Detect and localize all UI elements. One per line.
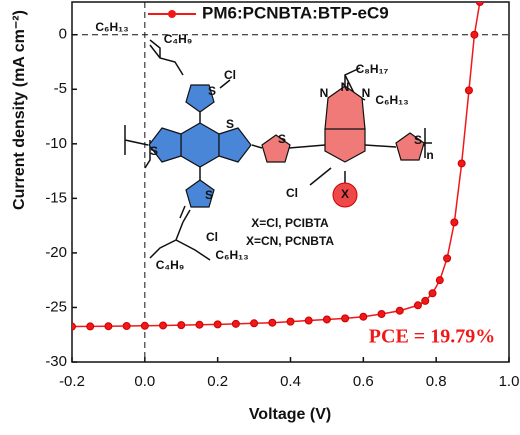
marker	[304, 316, 313, 325]
y-tick-label: -20	[45, 244, 67, 261]
x-tick-label: 1.0	[499, 373, 520, 390]
y-tick-label: -15	[45, 189, 67, 206]
molecule-label: N	[320, 86, 329, 100]
x-tick-label: 0.4	[280, 373, 301, 390]
y-tick-label: -30	[45, 353, 67, 370]
molecule-label: C₆H₁₃	[95, 20, 128, 34]
legend-label: PM6:PCNBTA:BTP-eC9	[202, 3, 389, 22]
molecule-label: C₄H₉	[156, 258, 184, 272]
marker	[268, 318, 277, 327]
x-tick-label: -0.2	[59, 373, 85, 390]
molecule-label: C₈H₁₇	[356, 62, 389, 76]
molecule-label: S	[414, 133, 422, 147]
molecule-inset	[124, 39, 432, 261]
marker	[443, 254, 452, 263]
y-tick-label: 0	[59, 26, 67, 43]
plot-area	[72, 2, 484, 331]
molecule-label: X=Cl, PCIBTA	[251, 216, 329, 230]
marker	[322, 315, 331, 324]
marker	[195, 320, 204, 329]
annotation: PCE = 19.79%	[369, 326, 495, 348]
molecule-label: Cl	[224, 68, 236, 82]
x-tick-label: 0.8	[426, 373, 447, 390]
marker	[421, 296, 430, 305]
marker	[413, 301, 422, 310]
molecule-label: N	[362, 86, 371, 100]
marker	[450, 218, 459, 227]
marker	[464, 86, 473, 95]
molecule-label: X=CN, PCNBTA	[246, 234, 334, 248]
molecule-label: Cl	[286, 186, 298, 200]
marker	[377, 310, 386, 318]
x-tick-label: 0.0	[134, 373, 155, 390]
marker	[286, 317, 295, 326]
molecule-label: S	[150, 144, 158, 158]
molecule-label: C₆H₁₃	[375, 93, 408, 107]
y-tick-label: -5	[54, 80, 67, 97]
molecule-label: S	[226, 117, 234, 131]
molecule-label: S	[205, 188, 213, 202]
x-tick-label: 0.6	[353, 373, 374, 390]
marker	[122, 322, 131, 330]
marker	[470, 30, 479, 39]
x-axis-title: Voltage (V)	[249, 406, 331, 423]
y-tick-label: -25	[45, 298, 67, 315]
molecule-label: S	[278, 132, 286, 146]
marker	[213, 320, 222, 329]
legend-marker	[168, 10, 176, 18]
molecule-label: S	[208, 84, 216, 98]
molecule-label: n	[426, 148, 433, 162]
marker	[159, 321, 168, 330]
x-group-circle	[332, 182, 358, 208]
molecule-label: C₆H₁₃	[215, 248, 248, 262]
marker	[86, 322, 95, 331]
marker	[475, 2, 484, 6]
molecule-label: Cl	[206, 230, 218, 244]
y-axis-title: Current density (mA cm⁻²)	[11, 10, 28, 210]
marker	[341, 314, 350, 323]
marker	[140, 321, 149, 330]
marker	[359, 312, 368, 321]
plot-frame	[71, 1, 510, 363]
marker	[395, 306, 404, 315]
molecule-label: N	[341, 80, 350, 94]
marker	[457, 159, 466, 168]
y-tick-label: -10	[45, 135, 67, 152]
marker	[428, 289, 437, 298]
molecule-label: C₄H₉	[164, 32, 192, 46]
curve	[72, 2, 481, 328]
marker	[231, 319, 240, 328]
marker	[250, 319, 259, 328]
marker	[177, 321, 186, 330]
x-tick-label: 0.2	[207, 373, 228, 390]
marker	[104, 322, 113, 331]
molecule-label: X	[341, 187, 349, 201]
marker	[72, 322, 76, 331]
marker	[435, 276, 444, 285]
